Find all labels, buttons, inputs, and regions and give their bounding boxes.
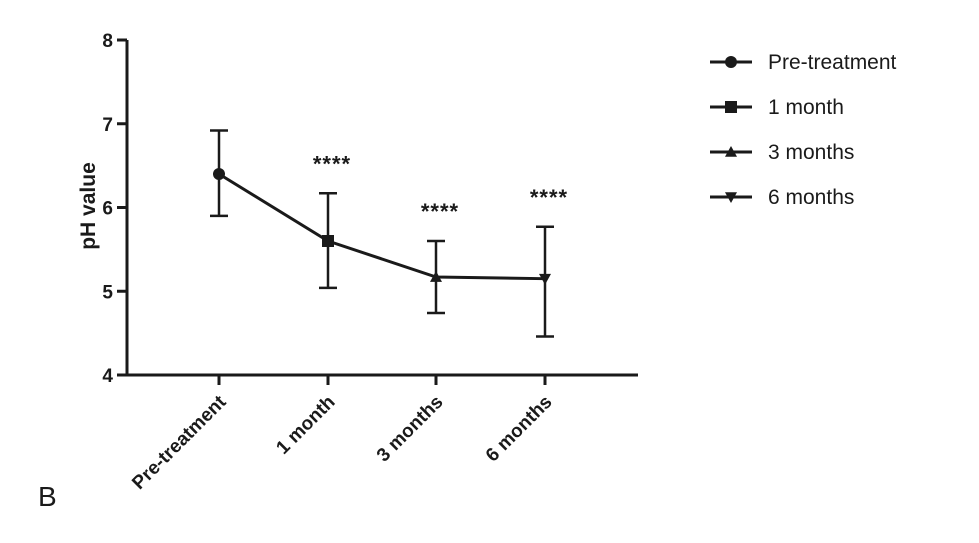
data-point [213,168,225,180]
significance-label: **** [530,185,568,210]
legend-label: Pre-treatment [768,51,897,74]
legend-marker [725,192,737,203]
data-point [539,273,551,285]
y-axis: 4 5 6 7 8 [102,31,129,387]
x-tick-label: 6 months [482,392,557,467]
significance-label: **** [421,199,459,224]
legend-marker [725,56,737,68]
x-axis: Pre-treatment 1 month 3 months 6 months [127,373,638,494]
data-point [430,271,442,282]
data-point [322,235,334,247]
y-tick-label: 5 [102,282,113,303]
legend-marker [725,101,737,113]
legend-entry: Pre-treatment [710,51,897,74]
y-tick-label: 4 [102,366,113,387]
significance-label: **** [313,151,351,176]
legend-entry: 3 months [710,141,854,164]
y-tick-label: 8 [102,31,113,52]
legend-label: 3 months [768,141,854,164]
legend-label: 6 months [768,186,854,209]
y-axis-title: pH value [77,162,100,250]
plot-area: **** **** **** [210,129,568,338]
panel-label: B [38,481,57,512]
legend-entry: 6 months [710,186,854,209]
legend-label: 1 month [768,96,844,119]
x-tick-label: 1 month [272,392,339,459]
legend-entry: 1 month [710,96,844,119]
legend: Pre-treatment 1 month 3 months 6 months [710,51,897,209]
x-tick-label: Pre-treatment [128,391,231,494]
series-line [218,172,546,281]
y-tick-label: 6 [102,199,113,220]
x-tick-label: 3 months [373,392,448,467]
legend-marker [725,146,737,157]
y-tick-label: 7 [102,115,113,136]
